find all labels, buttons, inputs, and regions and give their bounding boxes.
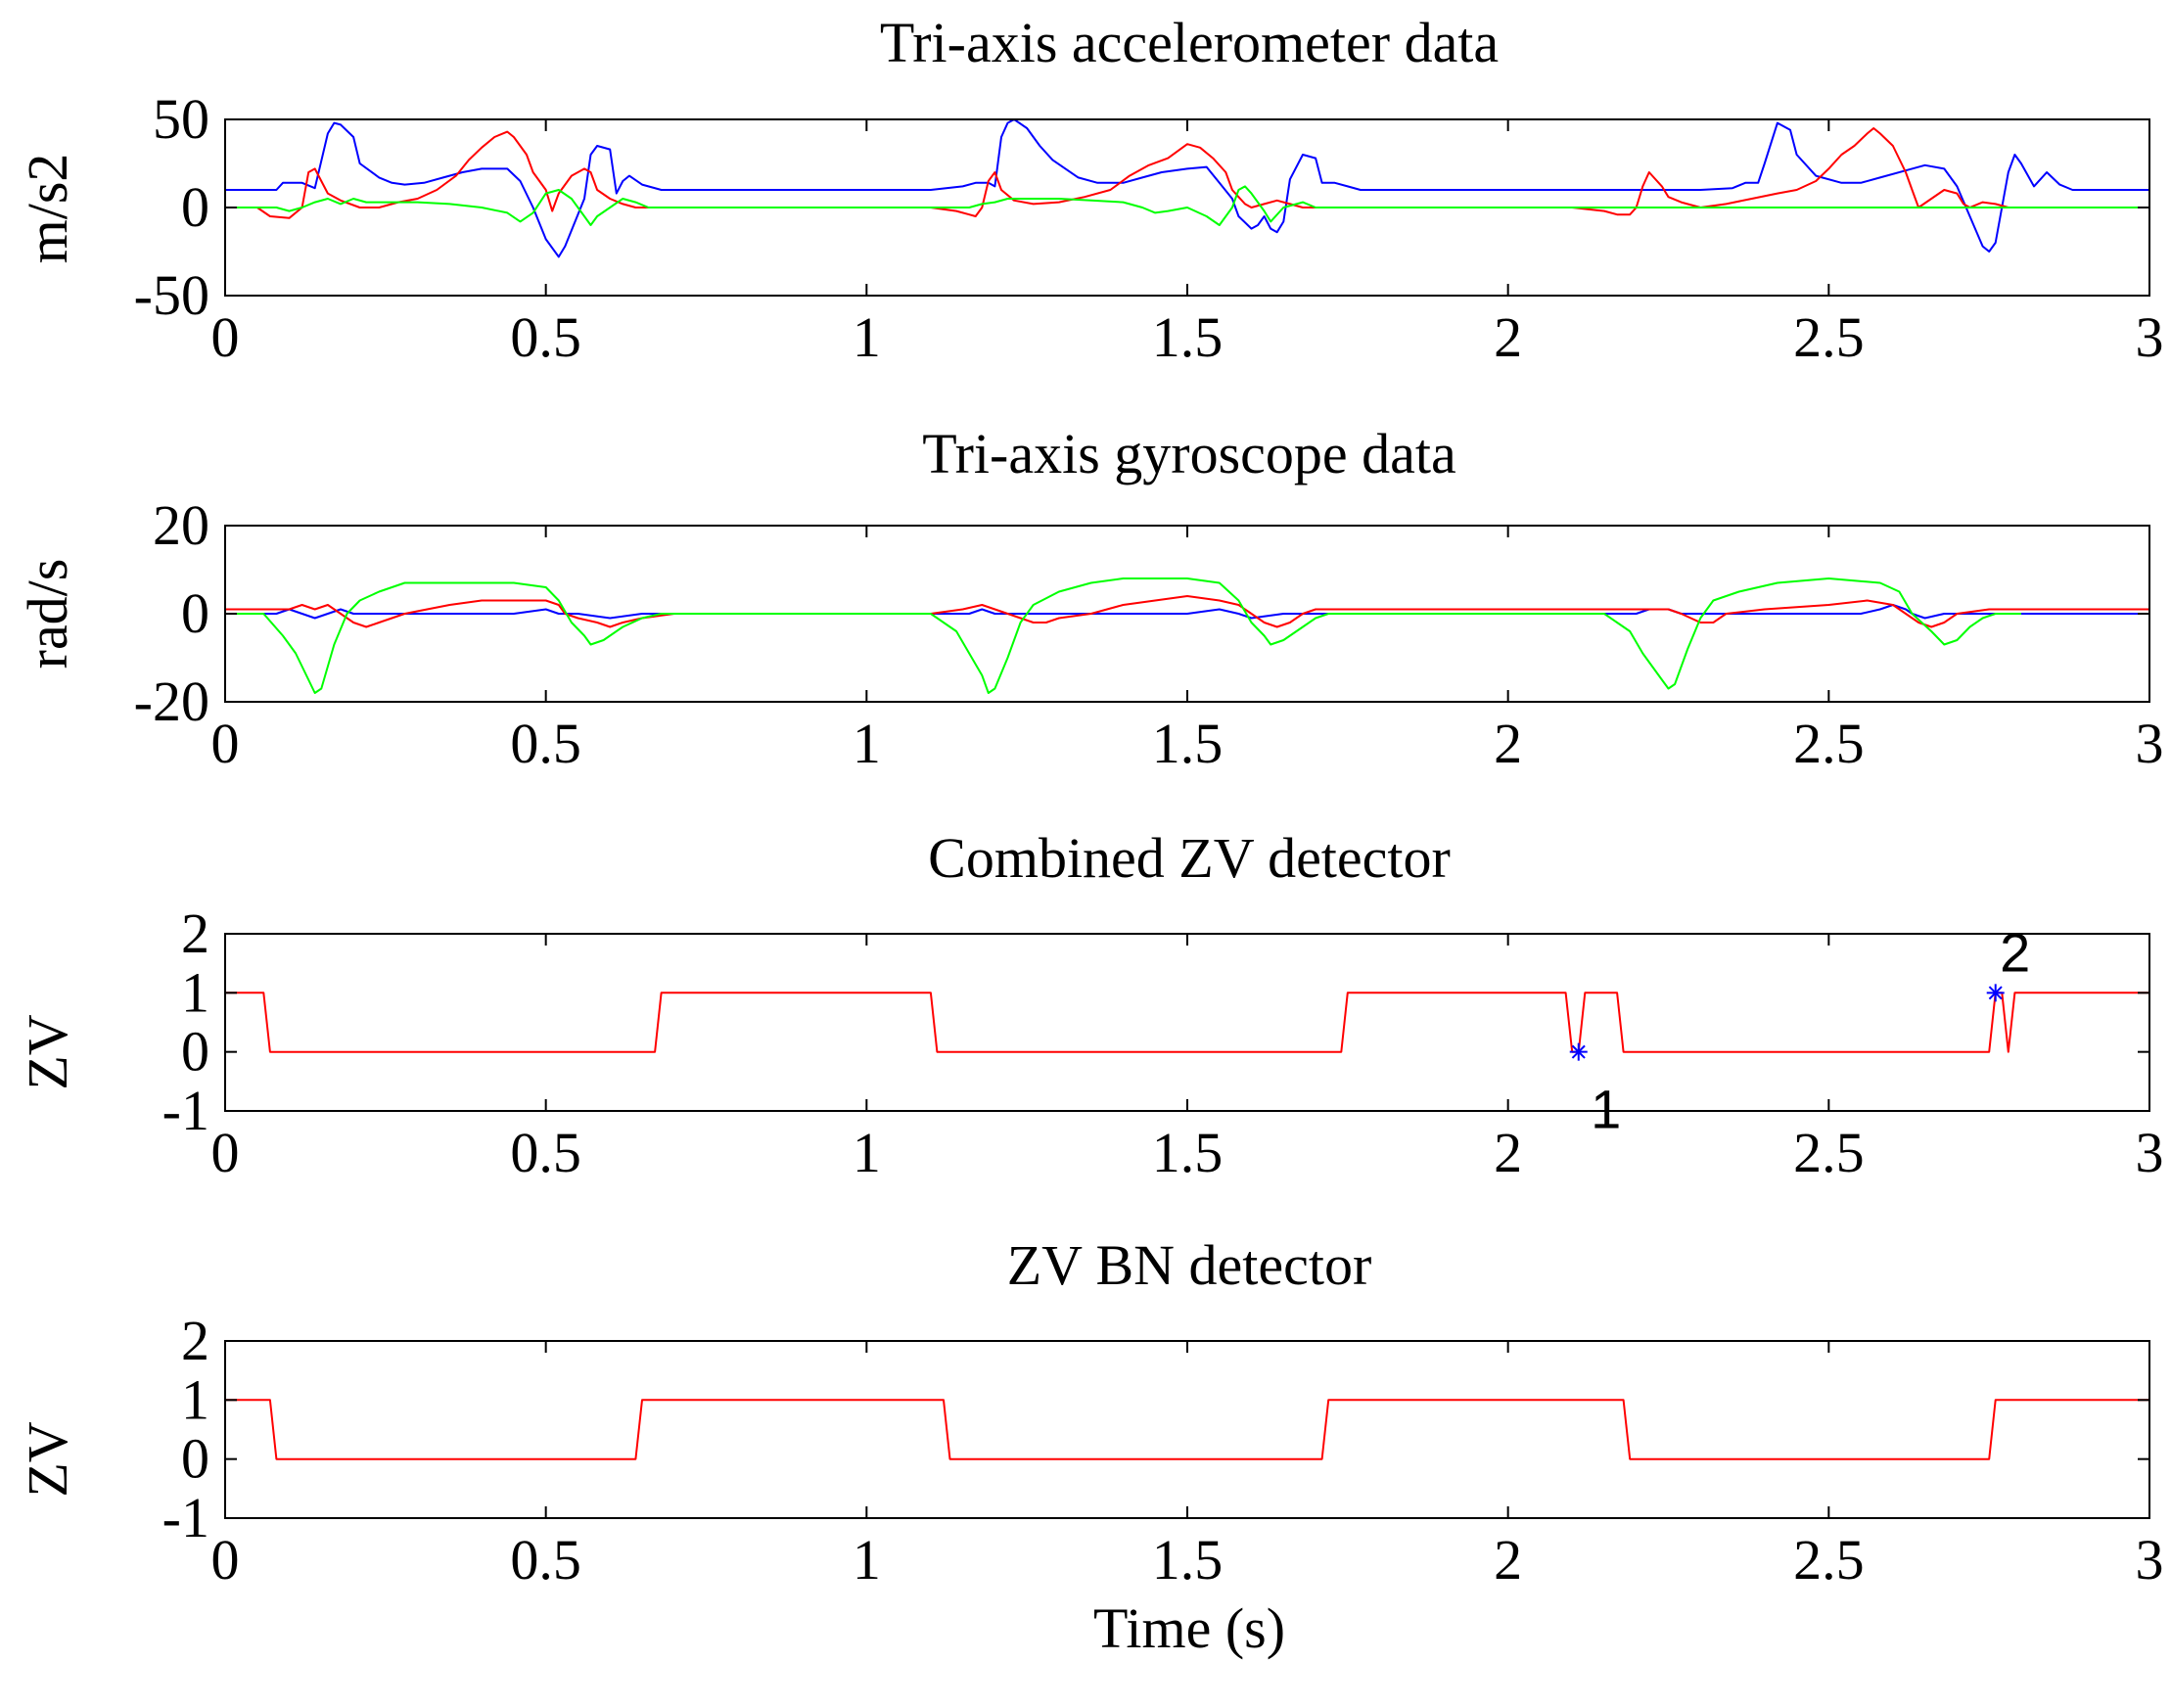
panel-title: Tri-axis gyroscope data [922,422,1456,485]
x-tick-label: 1.5 [1152,1528,1224,1592]
y-tick-label: 0 [181,581,209,645]
x-tick-label: 2 [1494,1528,1522,1592]
x-tick-label: 0 [211,1528,240,1592]
x-tick-label: 2.5 [1793,1528,1865,1592]
y-tick-label: -1 [162,1486,209,1549]
x-tick-label: 1 [853,305,881,369]
series-line-3 [225,577,2021,694]
x-tick-label: 1 [853,712,881,775]
x-tick-label: 0.5 [510,712,581,775]
axes-frame [224,933,2150,1112]
marker-label: 1 [1591,1079,1621,1140]
series-line-1 [225,992,2149,1053]
series-line-2 [225,595,2149,628]
panel-title: Tri-axis accelerometer data [880,11,1499,74]
series-line-1 [225,1399,2149,1460]
x-tick-label: 0.5 [510,1528,581,1592]
y-axis-label: ZV [16,1421,79,1497]
x-tick-label: 1.5 [1152,712,1224,775]
y-tick-label: -50 [134,263,209,327]
x-tick-label: 2 [1494,712,1522,775]
x-tick-label: 1 [853,1528,881,1592]
y-tick-label: 0 [181,175,209,239]
x-tick-label: 1.5 [1152,1121,1224,1184]
panel-title: ZV BN detector [1007,1233,1372,1297]
x-tick-label: 0 [211,712,240,775]
series-line-1 [225,118,2149,258]
y-tick-label: 2 [181,1309,209,1372]
y-tick-label: 1 [181,1367,209,1431]
y-tick-label: 0 [181,1020,209,1084]
y-tick-label: 50 [153,87,209,151]
y-tick-label: 0 [181,1427,209,1491]
series-line-1 [225,604,2149,620]
y-axis-label: m/s2 [16,154,79,264]
x-tick-label: 2.5 [1793,305,1865,369]
y-axis-label: ZV [16,1014,79,1089]
panel-gyroscope: Tri-axis gyroscope data rad/s 0 0.5 1 1.5 2 2… [16,422,2164,775]
x-tick-label: 0 [211,1121,240,1184]
x-tick-label: 2.5 [1793,712,1865,775]
y-tick-label: -1 [162,1079,209,1142]
panel-zv-bn: ZV BN detector ZV Time (s) 0 0.5 1 1.5 2 2.5 3… [16,1233,2164,1660]
x-tick-label: 1 [853,1121,881,1184]
panel-combined-zv: Combined ZV detector ZV 0 0.5 1 1.5 2 2.5 3 -10… [16,826,2164,1184]
x-tick-label: 2 [1494,1121,1522,1184]
x-tick-label: 0.5 [510,1121,581,1184]
x-tick-label: 3 [2136,1528,2164,1592]
y-tick-label: 20 [153,493,209,557]
x-tick-label: 2.5 [1793,1121,1865,1184]
panel-title: Combined ZV detector [928,826,1451,890]
x-tick-label: 3 [2136,1121,2164,1184]
series-line-2 [225,127,2028,219]
x-tick-label: 0.5 [510,305,581,369]
marker-star-1 [1569,1042,1588,1061]
panel-accelerometer: Tri-axis accelerometer data m/s2 0 0.5 1 1.… [16,11,2164,369]
y-tick-label: 2 [181,901,209,965]
marker-label: 2 [2000,921,2030,983]
x-tick-label: 3 [2136,305,2164,369]
x-axis-label: Time (s) [1093,1596,1285,1660]
y-axis-label: rad/s [16,559,79,669]
axes-frame [224,1340,2150,1519]
series-line-3 [225,185,2149,226]
marker-star-2 [1986,984,2005,1002]
x-tick-label: 0 [211,305,240,369]
y-tick-label: 1 [181,960,209,1024]
y-tick-label: -20 [134,669,209,733]
x-tick-label: 3 [2136,712,2164,775]
x-tick-label: 1.5 [1152,305,1224,369]
x-tick-label: 2 [1494,305,1522,369]
